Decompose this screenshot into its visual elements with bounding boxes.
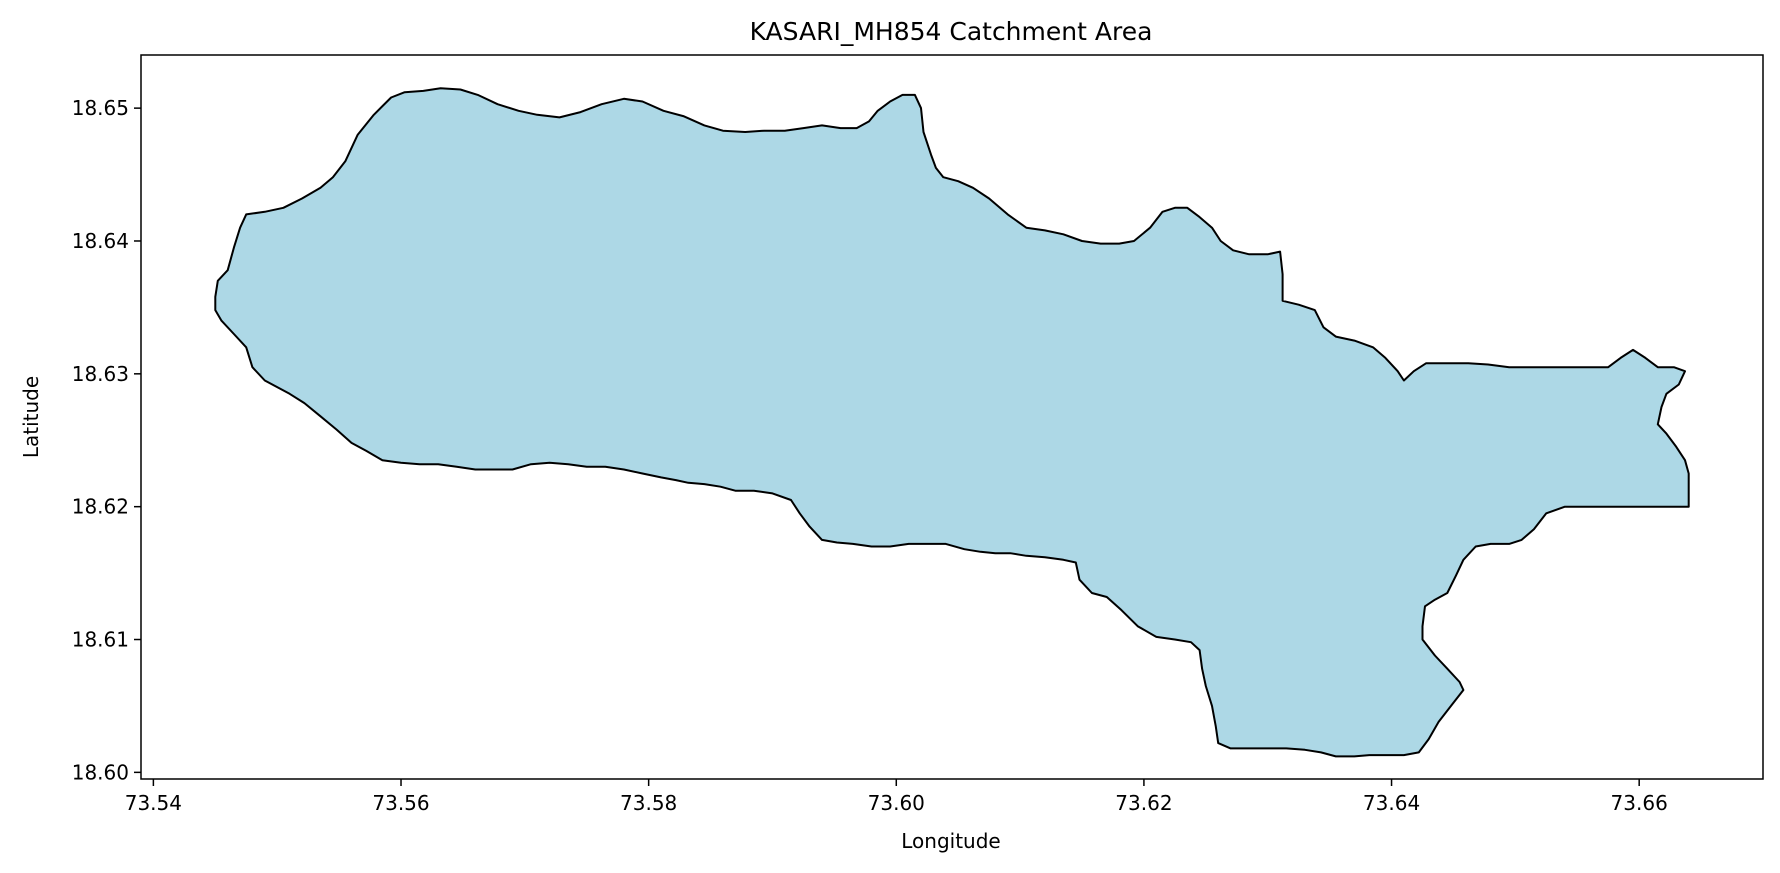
- x-tick-label: 73.64: [1363, 791, 1420, 815]
- chart-title: KASARI_MH854 Catchment Area: [750, 17, 1153, 46]
- x-tick-label: 73.66: [1611, 791, 1668, 815]
- y-tick-label: 18.62: [72, 495, 129, 519]
- x-tick-label: 73.62: [1115, 791, 1172, 815]
- y-tick-label: 18.61: [72, 628, 129, 652]
- x-axis-ticks: 73.54 73.56 73.58 73.60 73.62 73.64 73.66: [125, 779, 1668, 815]
- y-axis-ticks: 18.60 18.61 18.62 18.63 18.64 18.65: [72, 96, 141, 784]
- x-axis-label: Longitude: [901, 829, 1000, 853]
- y-tick-label: 18.63: [72, 362, 129, 386]
- y-tick-label: 18.64: [72, 229, 129, 253]
- axes-frame: [140, 54, 1764, 780]
- plot-area: [140, 54, 1764, 780]
- y-tick-label: 18.60: [72, 760, 129, 784]
- x-tick-label: 73.56: [372, 791, 429, 815]
- y-tick-label: 18.65: [72, 96, 129, 120]
- x-tick-label: 73.54: [125, 791, 182, 815]
- catchment-polygon: [214, 87, 1690, 758]
- y-axis-label: Latitude: [19, 376, 43, 458]
- x-tick-label: 73.60: [868, 791, 925, 815]
- x-tick-label: 73.58: [620, 791, 677, 815]
